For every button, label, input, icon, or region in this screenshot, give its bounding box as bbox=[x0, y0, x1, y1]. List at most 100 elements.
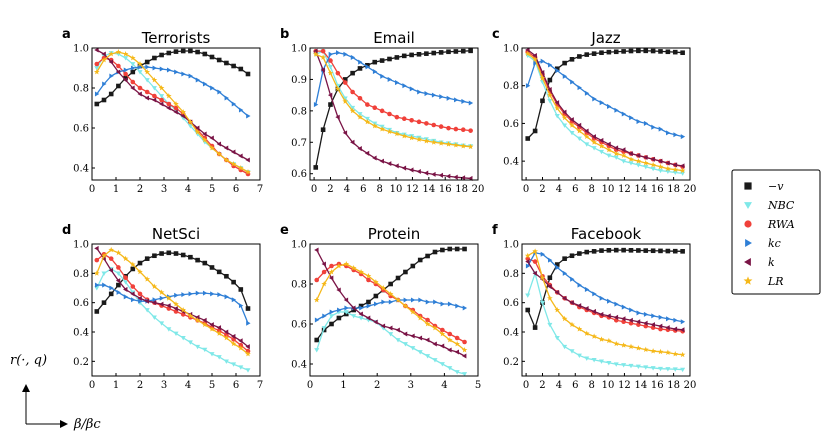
data-point bbox=[109, 285, 114, 291]
data-point bbox=[460, 143, 467, 149]
series-line bbox=[527, 55, 683, 175]
data-point bbox=[151, 283, 158, 289]
data-point bbox=[636, 248, 641, 253]
data-point bbox=[410, 333, 415, 339]
data-point bbox=[658, 248, 663, 254]
data-point bbox=[680, 50, 685, 56]
data-point bbox=[453, 126, 459, 132]
data-point bbox=[416, 119, 422, 125]
data-point bbox=[245, 351, 251, 357]
data-point bbox=[387, 111, 392, 117]
data-point bbox=[102, 282, 107, 288]
data-point bbox=[195, 257, 200, 263]
data-point bbox=[657, 323, 663, 329]
data-point bbox=[101, 97, 107, 103]
data-point bbox=[584, 90, 590, 96]
data-point bbox=[322, 313, 327, 319]
data-point bbox=[425, 317, 430, 323]
series-nbc bbox=[314, 310, 468, 377]
data-point bbox=[358, 316, 364, 321]
data-point bbox=[431, 92, 437, 98]
y-tick-label: 1.0 bbox=[73, 240, 89, 251]
data-point bbox=[561, 315, 568, 322]
data-point bbox=[453, 142, 459, 148]
data-point bbox=[115, 278, 121, 284]
data-point bbox=[613, 150, 620, 157]
data-point bbox=[576, 326, 583, 332]
series-rwa bbox=[525, 49, 685, 170]
data-point bbox=[187, 124, 193, 129]
data-point bbox=[187, 340, 193, 345]
data-point bbox=[657, 168, 664, 174]
data-point bbox=[554, 114, 560, 119]
data-point bbox=[373, 293, 379, 299]
data-point bbox=[532, 270, 537, 276]
data-point bbox=[238, 153, 243, 159]
legend-marker bbox=[745, 239, 752, 247]
data-point bbox=[216, 57, 222, 63]
x-tick-label: 3 bbox=[161, 380, 167, 391]
data-point bbox=[238, 303, 244, 309]
data-point bbox=[453, 49, 459, 54]
data-point bbox=[358, 269, 364, 275]
series-kc bbox=[94, 282, 251, 326]
data-point bbox=[373, 279, 379, 285]
data-point bbox=[165, 295, 172, 301]
data-point bbox=[144, 276, 151, 282]
data-point bbox=[116, 83, 121, 89]
data-point bbox=[540, 251, 546, 257]
x-tick-label: 14 bbox=[634, 184, 647, 195]
data-point bbox=[166, 50, 172, 56]
data-point bbox=[440, 301, 445, 307]
data-point bbox=[321, 281, 327, 287]
data-point bbox=[621, 247, 626, 253]
data-point bbox=[202, 51, 208, 57]
data-point bbox=[621, 363, 627, 368]
data-point bbox=[371, 122, 378, 129]
data-point bbox=[380, 285, 387, 291]
data-point bbox=[446, 337, 453, 343]
data-point bbox=[569, 131, 575, 136]
data-point bbox=[433, 299, 438, 305]
data-point bbox=[223, 157, 230, 163]
data-point bbox=[462, 372, 468, 377]
panel-title: Terrorists bbox=[141, 29, 211, 47]
data-point bbox=[180, 252, 186, 258]
data-point bbox=[423, 170, 429, 176]
data-point bbox=[379, 158, 384, 164]
data-point bbox=[650, 48, 656, 54]
data-point bbox=[180, 307, 187, 313]
x-tick-label: 0 bbox=[307, 380, 313, 391]
x-tick-label: 20 bbox=[684, 184, 697, 195]
data-point bbox=[108, 59, 114, 65]
panel-letter: c bbox=[492, 27, 500, 42]
plot-frame bbox=[91, 47, 261, 181]
data-point bbox=[394, 163, 399, 169]
data-point bbox=[636, 48, 641, 54]
series-k bbox=[525, 47, 685, 169]
y-tick-label: 0.8 bbox=[503, 269, 519, 280]
data-point bbox=[101, 57, 107, 63]
data-point bbox=[606, 313, 611, 319]
data-point bbox=[432, 358, 438, 363]
x-tick-label: 3 bbox=[161, 184, 167, 195]
legend-items: −v NBC RWA kc k LR bbox=[743, 180, 795, 288]
data-point bbox=[628, 363, 634, 369]
data-point bbox=[628, 343, 634, 350]
data-point bbox=[152, 253, 157, 259]
data-point bbox=[658, 49, 663, 54]
data-point bbox=[328, 102, 333, 107]
data-point bbox=[431, 171, 436, 177]
y-tick-label: 0.6 bbox=[503, 119, 519, 130]
series-lr bbox=[313, 261, 468, 353]
data-point bbox=[327, 65, 334, 70]
data-point bbox=[658, 126, 664, 132]
data-point bbox=[366, 299, 371, 305]
data-point bbox=[438, 172, 443, 178]
data-point bbox=[351, 307, 356, 313]
data-point bbox=[424, 121, 429, 126]
data-point bbox=[613, 155, 619, 160]
legend-marker bbox=[744, 202, 752, 209]
data-point bbox=[447, 331, 453, 337]
series-kc bbox=[313, 50, 474, 108]
